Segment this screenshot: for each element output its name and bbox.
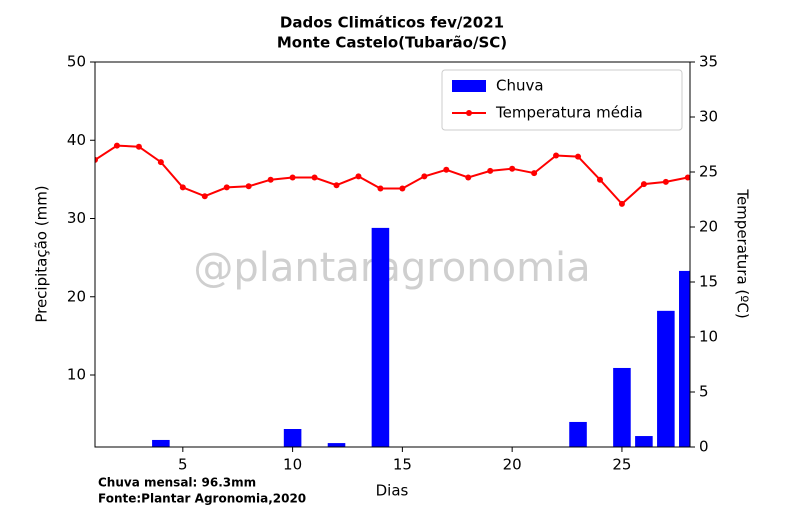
temperature-point	[201, 193, 208, 200]
temperature-point	[267, 176, 274, 183]
temperature-point	[575, 153, 582, 160]
temperature-point	[95, 156, 98, 163]
bar	[130, 447, 148, 453]
temperature-point	[289, 174, 296, 181]
plot-area	[86, 142, 690, 453]
y2-tick-label: 0	[699, 438, 709, 456]
bar	[283, 429, 302, 447]
bar	[635, 436, 653, 447]
temperature-point	[311, 174, 318, 181]
bar	[438, 447, 456, 453]
y-tick-label: 10	[67, 366, 86, 384]
temperature-point	[135, 143, 142, 150]
bar	[86, 447, 104, 453]
chart-subtitle: Monte Castelo(Tubarão/SC)	[277, 34, 507, 52]
y2-tick-label: 15	[699, 273, 718, 291]
temperature-point	[509, 165, 516, 172]
bar	[218, 447, 236, 453]
temperature-point	[465, 174, 472, 181]
annotation: Fonte:Plantar Agronomia,2020	[98, 492, 306, 506]
y2-tick-label: 5	[699, 383, 709, 401]
plot-frame	[94, 61, 691, 448]
bar	[481, 447, 499, 453]
y-tick-label: 50	[67, 53, 86, 71]
temperature-point	[531, 170, 538, 177]
bar	[350, 447, 368, 453]
temperature-point	[157, 159, 164, 166]
bar	[591, 447, 609, 453]
temperature-point	[553, 152, 560, 159]
temperature-point	[399, 185, 406, 192]
bar	[371, 227, 390, 447]
x-tick-label: 10	[283, 456, 302, 474]
temperature-point	[640, 181, 647, 188]
bar	[152, 439, 170, 447]
temperature-point	[223, 184, 230, 191]
x-tick-label: 20	[503, 456, 522, 474]
y-tick-label: 20	[67, 287, 86, 305]
bar	[679, 270, 690, 447]
x-axis-label: Dias	[376, 482, 409, 500]
chart-title: Dados Climáticos fev/2021	[280, 14, 504, 32]
y2-tick-label: 30	[699, 108, 718, 126]
x-tick-label: 15	[393, 456, 412, 474]
temperature-point	[662, 178, 669, 185]
bar	[327, 443, 346, 447]
watermark: @plantaragronomia	[193, 245, 590, 291]
temperature-point	[618, 200, 625, 207]
x-tick-label: 5	[178, 456, 188, 474]
legend-label: Temperatura média	[495, 104, 643, 122]
y-axis-label: Precipitação (mm)	[33, 185, 51, 322]
bar	[416, 447, 434, 453]
y2-tick-label: 10	[699, 328, 718, 346]
legend-swatch	[452, 80, 486, 92]
y2-axis-label: Temperatura (ºC)	[734, 188, 752, 318]
bar	[196, 447, 214, 453]
legend-swatch	[466, 110, 472, 116]
temperature-point	[487, 167, 494, 174]
temperature-point	[179, 184, 186, 191]
bar	[657, 310, 675, 447]
temperature-point	[245, 183, 252, 190]
temperature-point	[355, 173, 362, 180]
y2-tick-label: 20	[699, 218, 718, 236]
temperature-point	[684, 174, 690, 181]
bar	[262, 447, 280, 453]
y2-tick-label: 25	[699, 163, 718, 181]
legend-box	[441, 69, 683, 131]
annotation: Chuva mensal: 96.3mm	[98, 476, 256, 490]
temperature-point	[377, 185, 384, 192]
temperature-line	[95, 144, 689, 206]
bar	[306, 447, 324, 453]
x-tick-label: 25	[612, 456, 631, 474]
temperature-point	[443, 166, 450, 173]
bar	[547, 447, 565, 453]
bar	[108, 447, 126, 453]
bar	[459, 447, 477, 453]
temperature-point	[333, 182, 340, 189]
y2-tick-label: 35	[699, 53, 718, 71]
bar	[525, 447, 543, 453]
bar	[613, 367, 631, 447]
temperature-point	[596, 176, 603, 183]
bar	[240, 447, 258, 453]
bar	[569, 421, 587, 447]
legend-label: Chuva	[496, 77, 544, 95]
y-tick-label: 40	[67, 131, 86, 149]
temperature-point	[421, 173, 428, 180]
temperature-point	[113, 142, 120, 149]
y-tick-label: 30	[67, 209, 86, 227]
